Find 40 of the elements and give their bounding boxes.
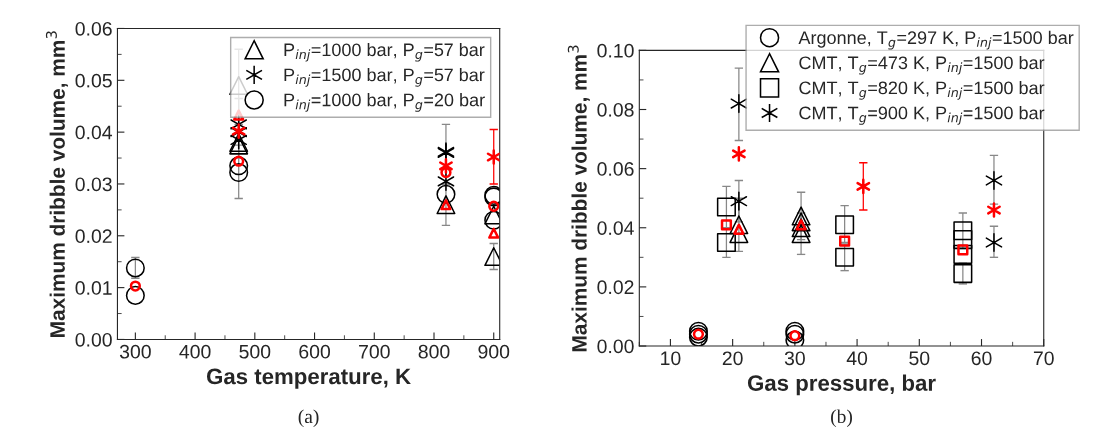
legend-label: P$_{inj}$=1500 bar, P$_{g}$=57 bar [284, 68, 485, 87]
legend-label: CMT, T$_{g}$=820 K, P$_{inj}$=1500 bar [799, 81, 1045, 100]
x-axis-title: Gas temperature, K [206, 368, 411, 389]
y-tick-label: 0.05 [75, 73, 112, 88]
legend-label: Argonne, T$_{g}$=297 K, P$_{inj}$=1500 bar [798, 30, 1074, 50]
y-axis-title: Maximum dribble volume, mm$^{3}$ [567, 45, 590, 352]
x-tick-label: 700 [359, 344, 390, 359]
y-tick-label: 0.08 [597, 102, 634, 117]
y-tick-label: 0.01 [75, 281, 112, 295]
x-tick-label: 60 [971, 351, 992, 366]
x-tick-label: 30 [784, 351, 805, 366]
x-tick-label: 40 [846, 351, 868, 366]
y-tick-label: 0.06 [75, 21, 112, 36]
x-tick-label: 800 [418, 344, 450, 359]
y-tick-label: 0.04 [75, 125, 113, 140]
y-tick-label: 0.02 [75, 229, 112, 244]
legend-label: P$_{inj}$=1000 bar, P$_{g}$=57 bar [284, 42, 485, 62]
x-tick-label: 600 [299, 344, 331, 359]
x-tick-label: 500 [239, 344, 271, 359]
y-tick-label: 0.02 [597, 280, 634, 295]
text: (b) [831, 409, 853, 428]
x-tick-label: 10 [661, 351, 681, 366]
y-tick-label: 0.04 [597, 221, 634, 235]
x-tick-label: 50 [909, 351, 930, 366]
x-axis-title: Gas pressure, bar [747, 374, 936, 396]
y-axis-title: Maximum dribble volume, mm$^{3}$ [45, 31, 68, 337]
text: (a) [298, 409, 319, 428]
y-tick-label: 0.10 [597, 43, 634, 58]
x-tick-label: 300 [119, 344, 151, 359]
legend-label: CMT, T$_{g}$=473 K, P$_{inj}$=1500 bar [799, 55, 1045, 75]
y-tick-label: 0.00 [75, 332, 112, 347]
x-tick-label: 70 [1033, 351, 1054, 366]
legend-label: CMT, T$_{g}$=900 K, P$_{inj}$=1500 bar [799, 106, 1045, 125]
x-tick-label: 900 [478, 344, 510, 359]
y-tick-label: 0.06 [597, 162, 634, 176]
x-tick-label: 20 [722, 351, 743, 366]
y-tick-label: 0.00 [597, 339, 634, 354]
x-tick-label: 400 [179, 344, 211, 359]
y-tick-label: 0.03 [75, 177, 112, 192]
legend-label: P$_{inj}$=1000 bar, P$_{g}$=20 bar [284, 93, 485, 112]
